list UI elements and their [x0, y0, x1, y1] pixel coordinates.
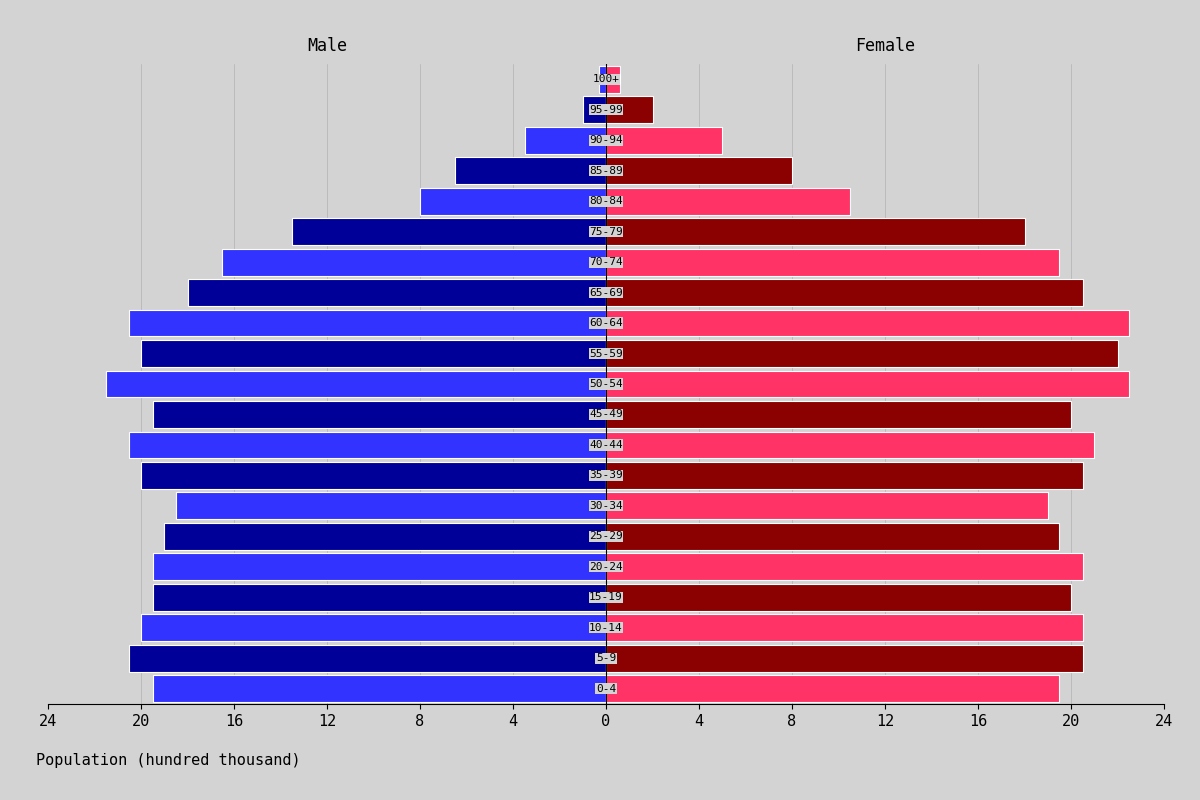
Text: 10-14: 10-14 — [589, 623, 623, 633]
Bar — [152, 554, 606, 580]
Bar — [583, 96, 606, 123]
Text: 30-34: 30-34 — [589, 501, 623, 511]
Bar — [606, 310, 1129, 337]
Bar — [606, 523, 1060, 550]
Bar — [130, 310, 606, 337]
Bar — [606, 645, 1082, 672]
Bar — [606, 675, 1060, 702]
Bar — [606, 96, 653, 123]
Text: 0-4: 0-4 — [596, 684, 616, 694]
Bar — [606, 554, 1082, 580]
Text: 55-59: 55-59 — [589, 349, 623, 358]
Bar — [606, 218, 1025, 245]
Text: 75-79: 75-79 — [589, 226, 623, 237]
Bar — [420, 188, 606, 214]
Text: 50-54: 50-54 — [589, 379, 623, 389]
Text: 35-39: 35-39 — [589, 470, 623, 481]
Bar — [152, 584, 606, 610]
Bar — [606, 614, 1082, 642]
Text: 15-19: 15-19 — [589, 592, 623, 602]
Bar — [606, 462, 1082, 489]
Text: 85-89: 85-89 — [589, 166, 623, 176]
Bar — [599, 66, 606, 93]
Bar — [164, 523, 606, 550]
Bar — [187, 279, 606, 306]
Bar — [152, 401, 606, 428]
Bar — [606, 188, 850, 214]
Text: Female: Female — [854, 37, 916, 55]
Text: 80-84: 80-84 — [589, 196, 623, 206]
Bar — [606, 158, 792, 184]
Bar — [606, 401, 1072, 428]
Bar — [524, 126, 606, 154]
Text: 20-24: 20-24 — [589, 562, 623, 572]
Bar — [130, 645, 606, 672]
Bar — [106, 370, 606, 398]
Bar — [606, 431, 1094, 458]
Bar — [142, 614, 606, 642]
Text: 70-74: 70-74 — [589, 257, 623, 267]
Bar — [606, 493, 1048, 519]
Bar — [142, 340, 606, 367]
Text: 40-44: 40-44 — [589, 440, 623, 450]
Text: 100+: 100+ — [593, 74, 619, 84]
Text: 95-99: 95-99 — [589, 105, 623, 114]
Text: 25-29: 25-29 — [589, 531, 623, 542]
Text: 65-69: 65-69 — [589, 287, 623, 298]
Bar — [130, 431, 606, 458]
Bar — [606, 370, 1129, 398]
Text: 5-9: 5-9 — [596, 654, 616, 663]
Bar — [606, 340, 1117, 367]
Bar — [142, 462, 606, 489]
Bar — [222, 249, 606, 275]
Text: 90-94: 90-94 — [589, 135, 623, 145]
Bar — [455, 158, 606, 184]
Bar — [606, 584, 1072, 610]
Bar — [606, 279, 1082, 306]
Bar — [176, 493, 606, 519]
Bar — [152, 675, 606, 702]
Bar — [606, 66, 620, 93]
Text: 60-64: 60-64 — [589, 318, 623, 328]
Bar — [292, 218, 606, 245]
Bar — [606, 249, 1060, 275]
Bar — [606, 126, 722, 154]
Text: 45-49: 45-49 — [589, 410, 623, 419]
Text: Population (hundred thousand): Population (hundred thousand) — [36, 753, 301, 768]
Text: Male: Male — [307, 37, 347, 55]
